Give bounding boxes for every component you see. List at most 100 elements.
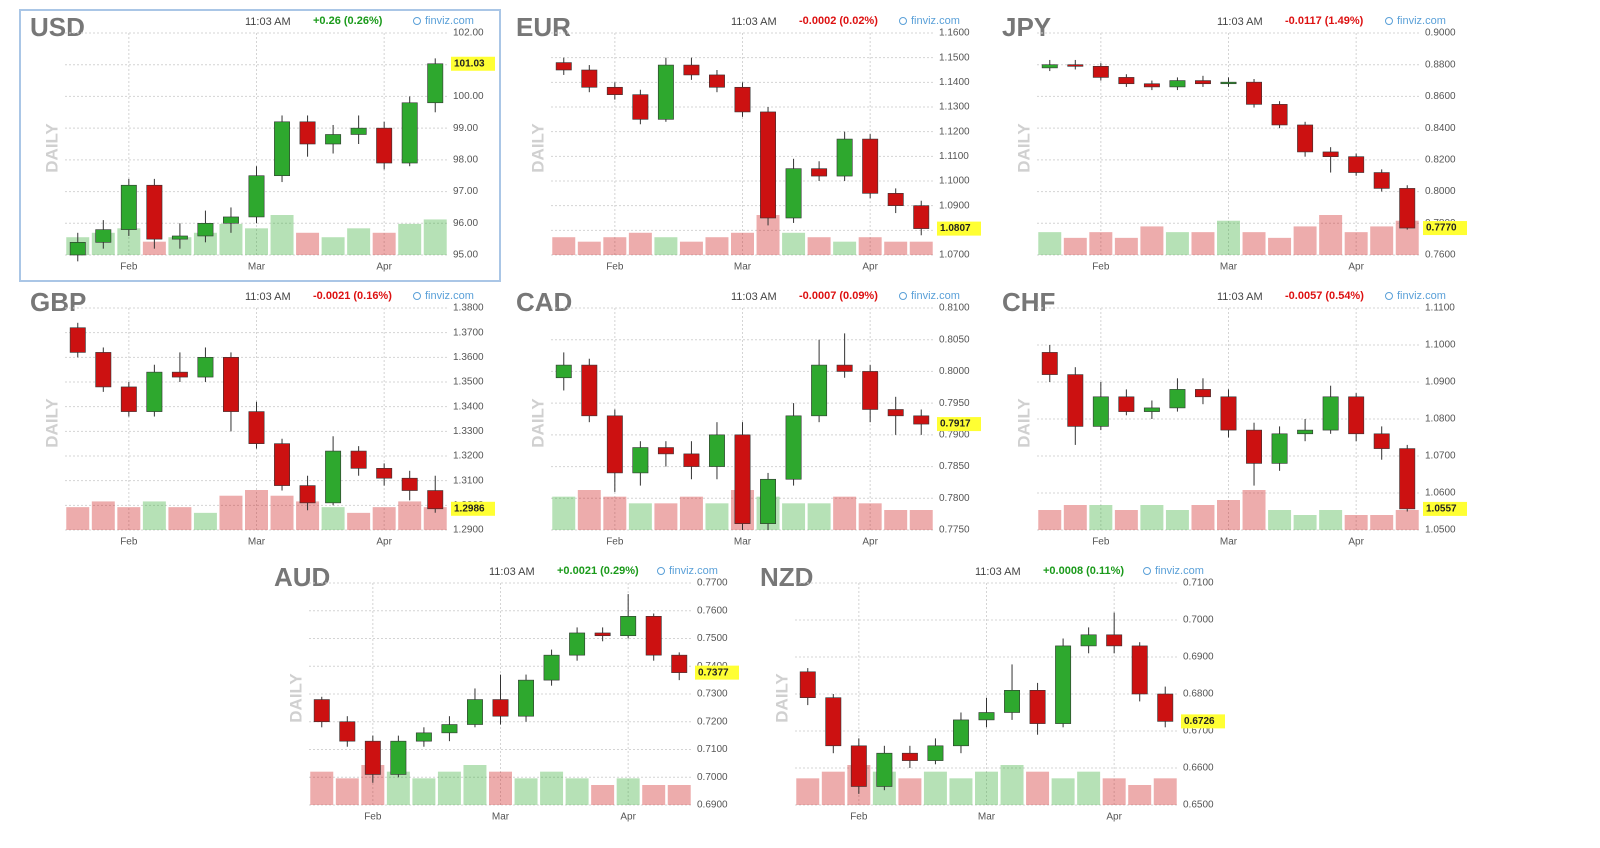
x-tick-label: Feb bbox=[606, 262, 624, 273]
pair-title: CAD bbox=[516, 287, 572, 317]
currency-panel: CAD 11:03 AM -0.0007 (0.09%) finviz.com DAIL… bbox=[516, 287, 981, 548]
currency-panel: NZD 11:03 AM +0.0008 (0.11%) finviz.com DAIL… bbox=[760, 562, 1225, 823]
volume-bar bbox=[321, 507, 345, 530]
candle-body bbox=[657, 447, 674, 455]
candle-body bbox=[313, 699, 330, 723]
y-tick-label: 0.7750 bbox=[939, 525, 970, 536]
candle-body bbox=[1004, 690, 1020, 713]
y-tick-label: 1.1000 bbox=[1425, 340, 1456, 351]
volume-bar bbox=[909, 510, 933, 530]
volume-bar bbox=[1268, 510, 1292, 530]
pair-title: GBP bbox=[30, 287, 86, 317]
candle-body bbox=[325, 134, 342, 145]
y-tick-label: 0.8000 bbox=[1425, 186, 1456, 197]
volume-bar bbox=[386, 771, 410, 805]
y-tick-label: 0.7600 bbox=[697, 605, 728, 616]
volume-bar bbox=[347, 512, 371, 530]
volume-bar bbox=[1063, 505, 1087, 530]
candle-body bbox=[197, 222, 214, 237]
volume-bar bbox=[1293, 226, 1317, 255]
candle-body bbox=[1143, 83, 1160, 88]
volume-bar bbox=[796, 778, 820, 805]
candle-body bbox=[978, 712, 995, 721]
last-price: 1.0807 bbox=[940, 223, 971, 234]
candle-body bbox=[683, 64, 700, 76]
volume-bar bbox=[142, 501, 166, 530]
volume-bar bbox=[858, 503, 882, 530]
currency-panel: CHF 11:03 AM -0.0057 (0.54%) finviz.com DAIL… bbox=[1002, 287, 1467, 548]
candle-body bbox=[569, 632, 586, 656]
volume-bar bbox=[1153, 778, 1177, 805]
volume-bar bbox=[321, 237, 345, 255]
candle-body bbox=[760, 478, 776, 524]
side-label: DAILY bbox=[528, 398, 547, 448]
x-tick-label: Mar bbox=[248, 537, 266, 548]
volume-bar bbox=[1140, 505, 1164, 530]
candle-body bbox=[683, 453, 700, 467]
candle-body bbox=[811, 168, 828, 177]
y-tick-label: 0.7800 bbox=[939, 493, 970, 504]
pair-title: NZD bbox=[760, 562, 813, 592]
y-tick-label: 1.1500 bbox=[939, 52, 970, 63]
volume-bar bbox=[1370, 515, 1394, 530]
y-tick-label: 1.0900 bbox=[1425, 377, 1456, 388]
currency-panel: USD 11:03 AM +0.26 (0.26%) finviz.com DAILY 9… bbox=[19, 9, 501, 282]
source: finviz.com bbox=[425, 290, 474, 302]
candle-body bbox=[1246, 81, 1262, 105]
candle-body bbox=[1220, 81, 1237, 85]
volume-bar bbox=[1242, 232, 1266, 255]
y-tick-label: 97.00 bbox=[453, 186, 478, 197]
source: finviz.com bbox=[425, 15, 474, 27]
candle-body bbox=[901, 752, 918, 761]
candle-body bbox=[325, 450, 342, 504]
candle-body bbox=[555, 62, 572, 71]
volume-bar bbox=[1063, 237, 1087, 255]
source: finviz.com bbox=[1397, 290, 1446, 302]
candle-body bbox=[887, 409, 904, 417]
volume-bar bbox=[603, 496, 627, 530]
candle-body bbox=[1169, 80, 1186, 88]
volume-bar bbox=[782, 503, 806, 530]
candle-body bbox=[811, 364, 828, 417]
y-tick-label: 0.6900 bbox=[1183, 652, 1214, 663]
volume-bar bbox=[245, 490, 268, 530]
pair-title: JPY bbox=[1002, 12, 1051, 42]
candle-body bbox=[836, 138, 853, 177]
candle-body bbox=[645, 615, 662, 656]
volume-bar bbox=[270, 215, 294, 255]
y-tick-label: 102.00 bbox=[453, 28, 484, 39]
candle-body bbox=[390, 740, 407, 775]
candle-body bbox=[248, 175, 265, 218]
y-tick-label: 0.6700 bbox=[1183, 726, 1214, 737]
side-label: DAILY bbox=[42, 123, 61, 173]
volume-bar bbox=[756, 215, 780, 255]
volume-bar bbox=[884, 510, 908, 530]
y-tick-label: 1.3500 bbox=[453, 377, 484, 388]
y-tick-label: 1.2900 bbox=[453, 525, 484, 536]
volume-bar bbox=[1114, 510, 1138, 530]
volume-bar bbox=[1051, 778, 1075, 805]
candle-body bbox=[223, 357, 239, 412]
source-icon bbox=[1143, 567, 1151, 575]
y-tick-label: 1.3400 bbox=[453, 401, 484, 412]
volume-bar bbox=[335, 778, 359, 805]
source-icon bbox=[1385, 292, 1393, 300]
x-tick-label: Feb bbox=[1092, 537, 1110, 548]
volume-bar bbox=[679, 496, 703, 530]
change: -0.0007 (0.09%) bbox=[799, 290, 878, 302]
time: 11:03 AM bbox=[1217, 291, 1263, 303]
y-tick-label: 0.7850 bbox=[939, 461, 970, 472]
volume-bar bbox=[1344, 515, 1368, 530]
volume-bar bbox=[1140, 226, 1164, 255]
candle-body bbox=[543, 654, 560, 681]
volume-bar bbox=[423, 507, 447, 530]
candle-body bbox=[799, 671, 816, 699]
candle-body bbox=[146, 371, 163, 412]
volume-bar bbox=[667, 785, 691, 805]
candle-body bbox=[171, 235, 188, 240]
last-price: 0.7377 bbox=[698, 667, 729, 678]
y-tick-label: 0.8000 bbox=[939, 366, 970, 377]
candle-body bbox=[709, 74, 725, 88]
volume-bar bbox=[1165, 510, 1189, 530]
